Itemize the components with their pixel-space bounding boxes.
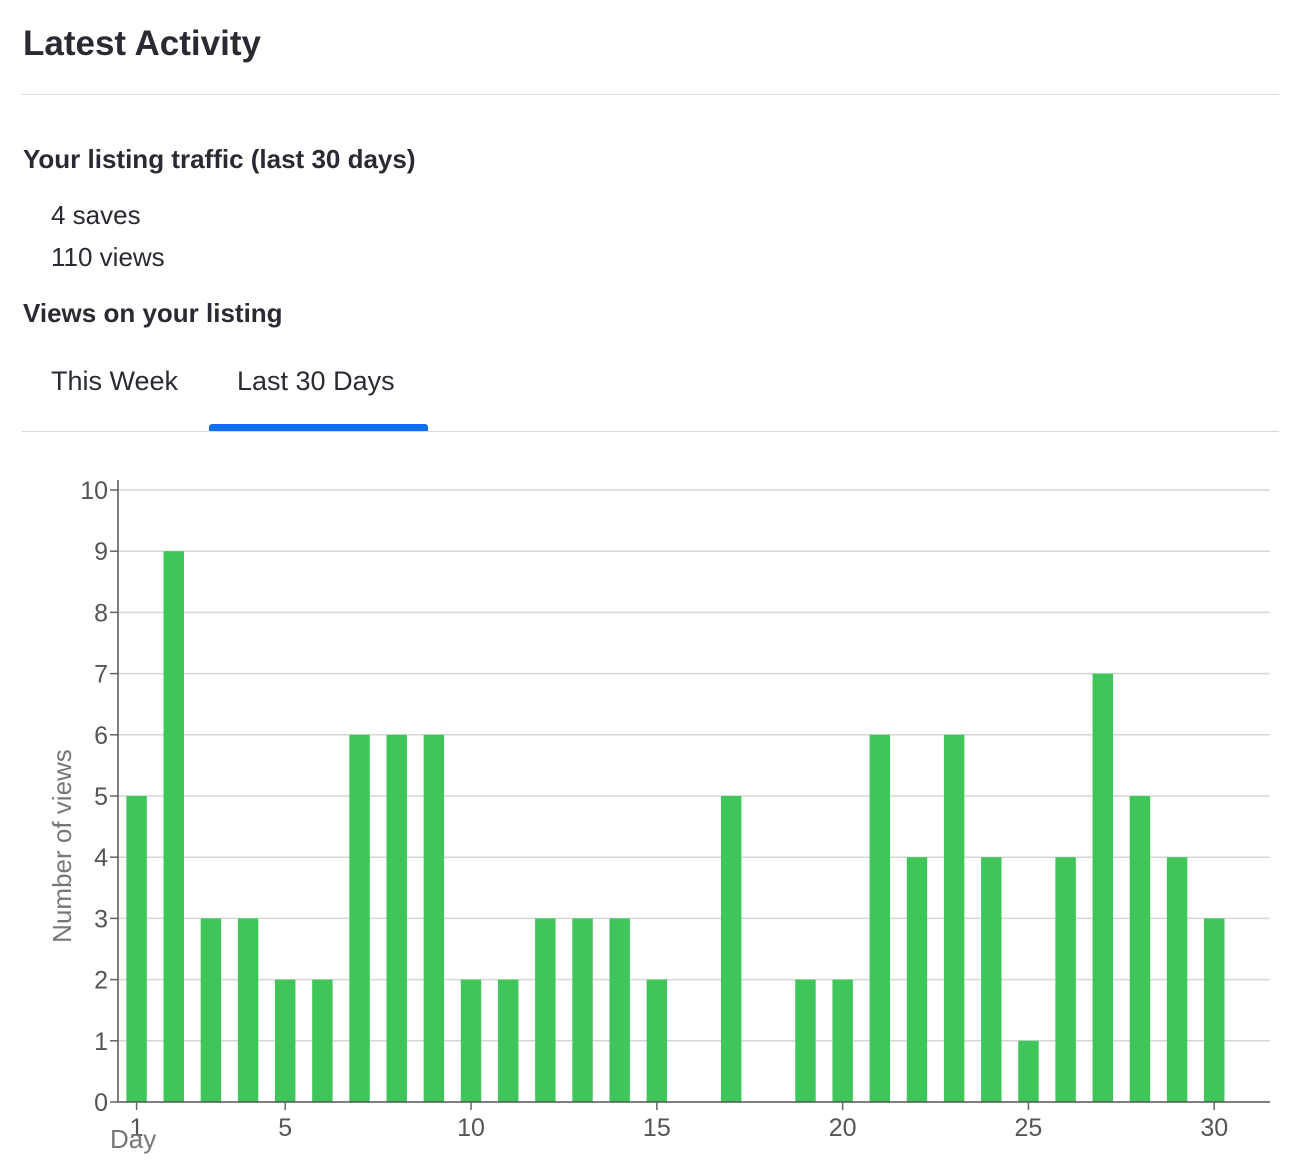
bar: [535, 918, 556, 1102]
x-tick-label: 5: [278, 1114, 292, 1142]
bar: [720, 796, 742, 1102]
y-tick-label: 5: [94, 783, 108, 811]
bar: [349, 734, 370, 1102]
bar: [237, 918, 259, 1102]
y-tick-label: 3: [94, 905, 108, 933]
saves-count: 4 saves: [51, 200, 141, 230]
x-tick-label: 20: [829, 1114, 857, 1142]
bar: [1055, 857, 1076, 1102]
x-tick-label: 30: [1200, 1114, 1228, 1142]
bar: [312, 979, 333, 1102]
bar: [609, 918, 630, 1102]
y-tick-label: 10: [80, 477, 108, 505]
tab-last-30-days[interactable]: Last 30 Days: [237, 366, 395, 396]
y-tick-label: 4: [94, 844, 108, 872]
y-tick-label: 0: [94, 1089, 108, 1117]
bar: [1018, 1040, 1039, 1102]
y-tick-label: 7: [94, 661, 108, 689]
tabs-divider: [22, 431, 1279, 432]
header-divider: [22, 94, 1279, 95]
y-tick-label: 2: [94, 967, 108, 995]
y-tick-label: 9: [94, 538, 108, 566]
x-tick-label: 15: [643, 1114, 671, 1142]
y-axis-title: Number of views: [47, 749, 77, 943]
bar: [832, 979, 853, 1102]
views-count: 110 views: [51, 242, 165, 272]
bar: [981, 857, 1002, 1102]
bar: [1129, 796, 1151, 1102]
bar: [423, 734, 445, 1102]
bar: [126, 796, 147, 1102]
bar: [460, 979, 482, 1102]
bar: [1204, 918, 1225, 1102]
x-tick-label: 1: [130, 1114, 144, 1142]
y-tick-label: 8: [94, 599, 108, 627]
y-tick-label: 1: [94, 1028, 108, 1056]
bar: [795, 979, 816, 1102]
x-tick-label: 25: [1015, 1114, 1043, 1142]
bar: [1092, 673, 1113, 1102]
bar: [497, 979, 519, 1102]
bar: [275, 979, 296, 1102]
views-heading: Views on your listing: [23, 298, 283, 328]
bar: [386, 734, 407, 1102]
traffic-heading: Your listing traffic (last 30 days): [23, 144, 416, 174]
page-title: Latest Activity: [23, 24, 261, 63]
bar: [943, 734, 965, 1102]
bar: [572, 918, 593, 1102]
tab-this-week[interactable]: This Week: [51, 366, 179, 396]
x-axis-title: Day: [110, 1124, 156, 1154]
bar: [906, 857, 928, 1102]
bar: [200, 918, 222, 1102]
x-tick-label: 10: [457, 1114, 485, 1142]
bar: [1166, 857, 1188, 1102]
bar: [163, 551, 184, 1102]
bar: [646, 979, 668, 1102]
bar: [869, 734, 891, 1102]
y-tick-label: 6: [94, 722, 108, 750]
active-tab-indicator: [209, 424, 428, 431]
